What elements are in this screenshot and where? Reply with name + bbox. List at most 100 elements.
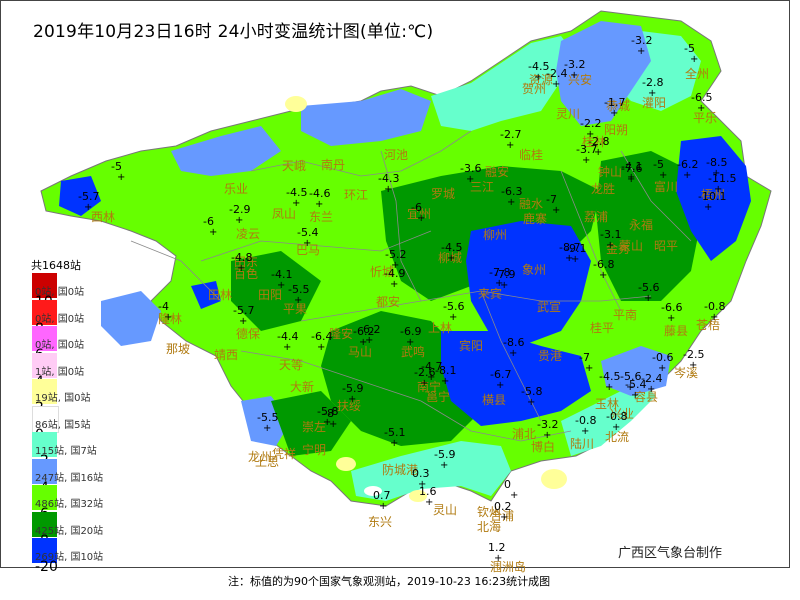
city-label: 宜州 — [407, 207, 432, 221]
city-label: 柳城 — [438, 251, 463, 265]
station-marker: + — [683, 170, 692, 181]
region-darkgreen-sw — [271, 391, 351, 456]
station-marker: + — [637, 46, 646, 57]
legend-caption: 1站, 国0站 — [35, 366, 85, 378]
station-value: -6.6 — [661, 301, 683, 314]
station-value: -3.2 — [564, 58, 586, 71]
station-marker: + — [418, 479, 427, 490]
station-marker: + — [571, 254, 580, 265]
city-label: 凭祥 — [272, 447, 297, 461]
city-label: 蒙山 — [619, 239, 644, 253]
city-label: 浦北 — [512, 427, 537, 441]
station-value: -6.4 — [311, 330, 333, 343]
station-marker: + — [658, 363, 667, 374]
city-label: 田林 — [208, 288, 233, 302]
station-value: -4.5 — [599, 370, 621, 383]
station-marker: + — [626, 382, 635, 393]
station-value: -2.4 — [546, 67, 568, 80]
station-marker: + — [427, 372, 436, 383]
city-label: 永福 — [629, 218, 654, 232]
station-value: -6.9 — [400, 325, 422, 338]
station-value: -0.8 — [606, 410, 628, 423]
city-label: 南宁 — [417, 380, 442, 394]
station-value: -7.6 — [621, 162, 643, 175]
station-value: -4.1 — [621, 160, 643, 173]
station-marker: + — [581, 426, 590, 437]
city-label: 龙胜 — [591, 182, 616, 196]
region-darkgreen-east — [596, 151, 701, 301]
station-marker: + — [710, 312, 719, 323]
station-value: 0.7 — [373, 489, 391, 502]
station-marker: + — [599, 270, 608, 281]
city-label: 藤县 — [664, 324, 689, 338]
legend-swatch — [32, 511, 57, 537]
station-value: -5.6 — [620, 370, 642, 383]
station-value: -6.2 — [359, 323, 381, 336]
station-value: -6.3 — [501, 185, 523, 198]
station-marker: + — [303, 238, 312, 249]
station-value: -5 — [653, 158, 664, 171]
station-marker: + — [594, 147, 603, 158]
city-label: 贵港 — [538, 349, 563, 363]
legend-caption: 0站, 国0站 — [35, 287, 85, 298]
station-value: -2.9 — [229, 203, 251, 216]
region-lightblue-west — [101, 291, 161, 346]
station-value: -8.5 — [706, 156, 728, 169]
city-label: 德保 — [236, 327, 261, 341]
station-marker: + — [552, 205, 561, 216]
city-label: 北海 — [477, 520, 502, 534]
station-marker: + — [425, 497, 434, 508]
city-label: 平南 — [613, 308, 638, 322]
station-marker: + — [365, 335, 374, 346]
station-marker: + — [500, 280, 509, 291]
station-marker: + — [647, 384, 656, 395]
region-mint-coast — [351, 441, 511, 501]
station-marker: + — [447, 253, 456, 264]
station-value: -4.3 — [378, 172, 400, 185]
region-mint-south — [561, 381, 656, 456]
station-value: -0.8 — [575, 414, 597, 427]
station-value: -5.1 — [384, 426, 406, 439]
station-marker: + — [209, 227, 218, 238]
city-label: 灵川 — [556, 107, 581, 121]
region-white-2 — [364, 486, 382, 496]
city-label: 融安 — [485, 165, 510, 179]
legend-caption: 19站, 国0站 — [35, 393, 91, 404]
station-marker: + — [648, 88, 657, 99]
station-value: -11.5 — [708, 172, 737, 185]
legend-swatch — [32, 432, 57, 457]
station-marker: + — [329, 419, 338, 430]
map-frame: 2019年10月23日16时 24小时变温统计图(单位:℃) 资源 全州 兴安 灌阳恭… — [0, 0, 790, 574]
station-value: -5.4 — [297, 226, 319, 239]
city-label: 临桂 — [519, 148, 544, 162]
footnote: 注：标值的为90个国家气象观测站，2019-10-23 16:23统计成图 — [228, 575, 551, 588]
station-value: -2.6 — [414, 366, 436, 379]
legend-swatch — [32, 299, 57, 325]
city-label: 忻城 — [370, 265, 395, 279]
city-label: 来宾 — [478, 287, 503, 301]
region-lightblue-north — [301, 89, 431, 146]
legend-caption: 269站, 国10站 — [35, 552, 104, 563]
city-label: 罗城 — [431, 187, 456, 201]
station-marker: + — [586, 129, 595, 140]
station-marker: + — [164, 312, 173, 323]
station-marker: + — [714, 184, 723, 195]
city-label: 玉林 — [595, 397, 620, 411]
city-label: 东兰 — [309, 210, 334, 224]
city-label: 兴业 — [610, 407, 635, 421]
legend-swatch — [32, 352, 57, 378]
city-label: 平果 — [283, 302, 308, 316]
legend-caption: 486站, 国32站 — [35, 499, 104, 510]
station-value: -9.1 — [565, 242, 587, 255]
station-value: 1.2 — [488, 541, 506, 554]
station-marker: + — [390, 438, 399, 449]
city-label: 凤山 — [272, 207, 297, 221]
station-marker: + — [612, 422, 621, 433]
region-blue-west2 — [191, 281, 221, 309]
city-label: 金秀 — [606, 242, 631, 256]
legend-swatch — [32, 485, 57, 510]
city-label: 扶绥 — [337, 399, 362, 413]
station-value: -7.9 — [494, 268, 516, 281]
city-label: 隆安 — [329, 327, 354, 341]
station-marker: + — [440, 460, 449, 471]
